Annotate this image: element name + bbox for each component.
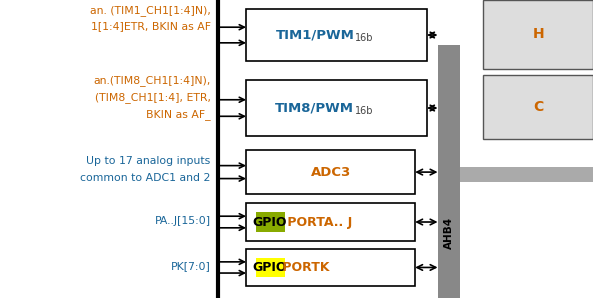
Text: PK[7:0]: PK[7:0]: [171, 261, 211, 271]
Text: 16b: 16b: [355, 106, 373, 116]
Bar: [246, 203, 415, 241]
Bar: [246, 80, 427, 136]
Text: 1[1:4]ETR, BKIN as AF: 1[1:4]ETR, BKIN as AF: [91, 21, 211, 31]
Bar: [256, 212, 285, 232]
Text: TIM1/PWM: TIM1/PWM: [275, 29, 354, 41]
Bar: [438, 167, 593, 182]
Bar: [256, 257, 285, 277]
Text: GPIO: GPIO: [253, 261, 287, 274]
Text: (TIM8_CH1[1:4], ETR,: (TIM8_CH1[1:4], ETR,: [94, 92, 211, 103]
Text: common to ADC1 and 2: common to ADC1 and 2: [80, 173, 211, 183]
Text: an. (TIM1_CH1[1:4]N),: an. (TIM1_CH1[1:4]N),: [90, 5, 211, 16]
Bar: [438, 45, 460, 298]
Bar: [246, 9, 427, 61]
Bar: [483, 0, 593, 69]
Text: GPIO: GPIO: [253, 215, 287, 229]
Text: ADC3: ADC3: [311, 166, 350, 179]
Text: PA..J[15:0]: PA..J[15:0]: [154, 216, 211, 226]
Text: C: C: [533, 100, 543, 114]
Text: 16b: 16b: [355, 33, 373, 43]
Bar: [246, 249, 415, 286]
Bar: [246, 150, 415, 194]
Bar: [483, 74, 593, 139]
Text: PORTK: PORTK: [278, 261, 330, 274]
Text: AHB4: AHB4: [444, 216, 454, 249]
Text: PORTA.. J: PORTA.. J: [283, 215, 352, 229]
Text: H: H: [533, 27, 544, 41]
Text: an.(TIM8_CH1[1:4]N),: an.(TIM8_CH1[1:4]N),: [93, 75, 211, 86]
Text: TIM8/PWM: TIM8/PWM: [275, 102, 355, 114]
Text: BKIN as AF_: BKIN as AF_: [146, 110, 211, 120]
Text: Up to 17 analog inputs: Up to 17 analog inputs: [86, 156, 211, 166]
